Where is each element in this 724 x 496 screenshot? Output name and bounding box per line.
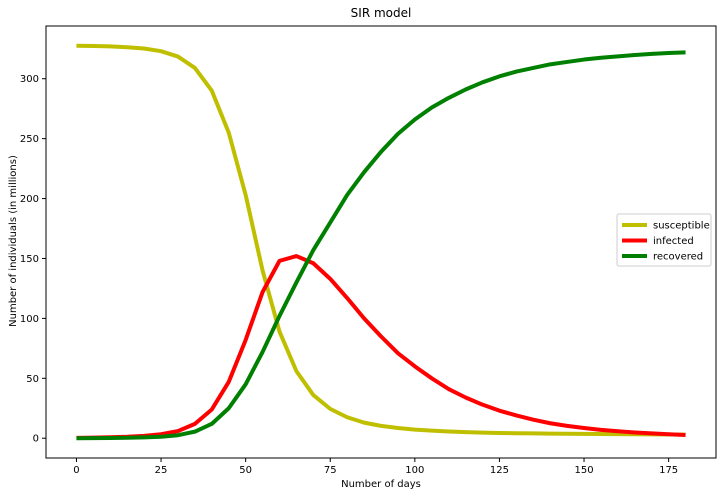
y-tick-label: 250 [20,134,39,145]
x-tick-label: 75 [324,465,337,476]
series-line-susceptible [76,43,686,437]
x-axis-ticks: 0 25 50 75 100 125 150 175 [73,458,678,476]
x-tick-label: 175 [659,465,678,476]
x-tick-label: 150 [574,465,593,476]
y-tick-label: 50 [26,374,39,385]
legend-label-recovered: recovered [653,252,703,263]
legend: susceptible infected recovered [616,213,712,267]
x-tick-label: 125 [490,465,509,476]
y-axis-label: Number of individuals (in millions) [8,155,19,327]
plot-lines [76,43,686,441]
series-line-recovered [76,50,686,441]
y-axis-ticks: 0 50 100 150 200 250 300 [20,74,46,445]
legend-label-susceptible: susceptible [653,221,710,232]
plot-frame [45,25,717,459]
x-tick-label: 25 [155,465,168,476]
y-tick-label: 100 [20,314,39,325]
chart-title: SIR model [351,6,412,20]
y-tick-label: 300 [20,74,39,85]
series-line-infected [76,254,686,440]
y-tick-label: 150 [20,254,39,265]
legend-label-infected: infected [653,236,694,247]
y-tick-label: 200 [20,194,39,205]
y-tick-label: 0 [33,434,39,445]
x-tick-label: 100 [405,465,424,476]
x-tick-label: 50 [239,465,252,476]
x-axis-label: Number of days [341,479,421,490]
x-tick-label: 0 [73,465,79,476]
